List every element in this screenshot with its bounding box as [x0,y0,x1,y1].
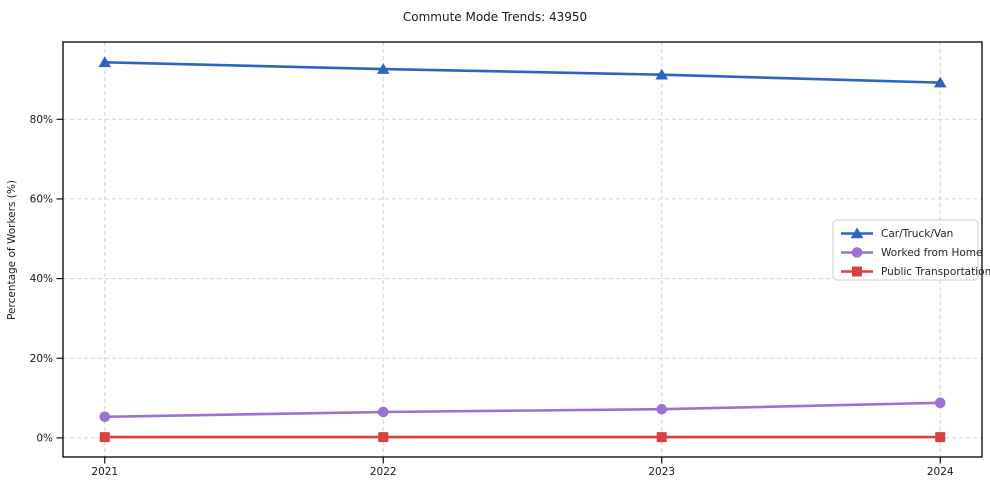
data-series [98,56,947,443]
legend-box [832,219,979,281]
triangle-marker [655,68,669,80]
y-tick-label: 40% [30,273,53,285]
circle-marker [851,247,863,258]
y-tick-label: 0% [36,432,53,444]
chart-title: Commute Mode Trends: 43950 [403,10,587,24]
circle-marker [99,411,111,423]
circle-marker [656,403,668,415]
square-marker [99,432,110,443]
square-marker [852,266,862,277]
triangle-marker [933,76,947,88]
x-tick-label: 2024 [927,466,954,478]
square-marker [935,432,946,443]
legend-label: Worked from Home [881,247,982,259]
y-tick-label: 80% [30,114,53,126]
legend-label: Public Transportation [881,266,990,278]
legend-item: Public Transportation [841,266,990,278]
circle-marker [934,397,946,409]
x-tick-label: 2021 [91,466,118,478]
y-tick-label: 60% [30,194,53,206]
circle-marker [377,406,389,418]
x-tick-label: 2022 [370,466,397,478]
series-line [103,61,942,84]
triangle-marker [98,56,112,68]
plot-border [62,41,983,458]
y-tick-label: 20% [30,353,53,365]
legend-item: Worked from Home [841,247,982,259]
legend-item: Car/Truck/Van [841,227,953,240]
legend-label: Car/Truck/Van [881,228,953,240]
triangle-marker [850,227,864,239]
y-axis-label: Percentage of Workers (%) [6,180,18,320]
legend: Car/Truck/Van Worked from Home Public Tran… [832,219,990,281]
triangle-marker [376,63,390,74]
x-tick-label: 2023 [648,466,675,478]
series-line [103,401,942,419]
square-marker [378,432,389,443]
axis-ticks [56,118,941,464]
square-marker [656,432,667,443]
tick-labels: 0% 20% 40% 60% 80% 2021 2022 2023 2024 [30,114,954,478]
